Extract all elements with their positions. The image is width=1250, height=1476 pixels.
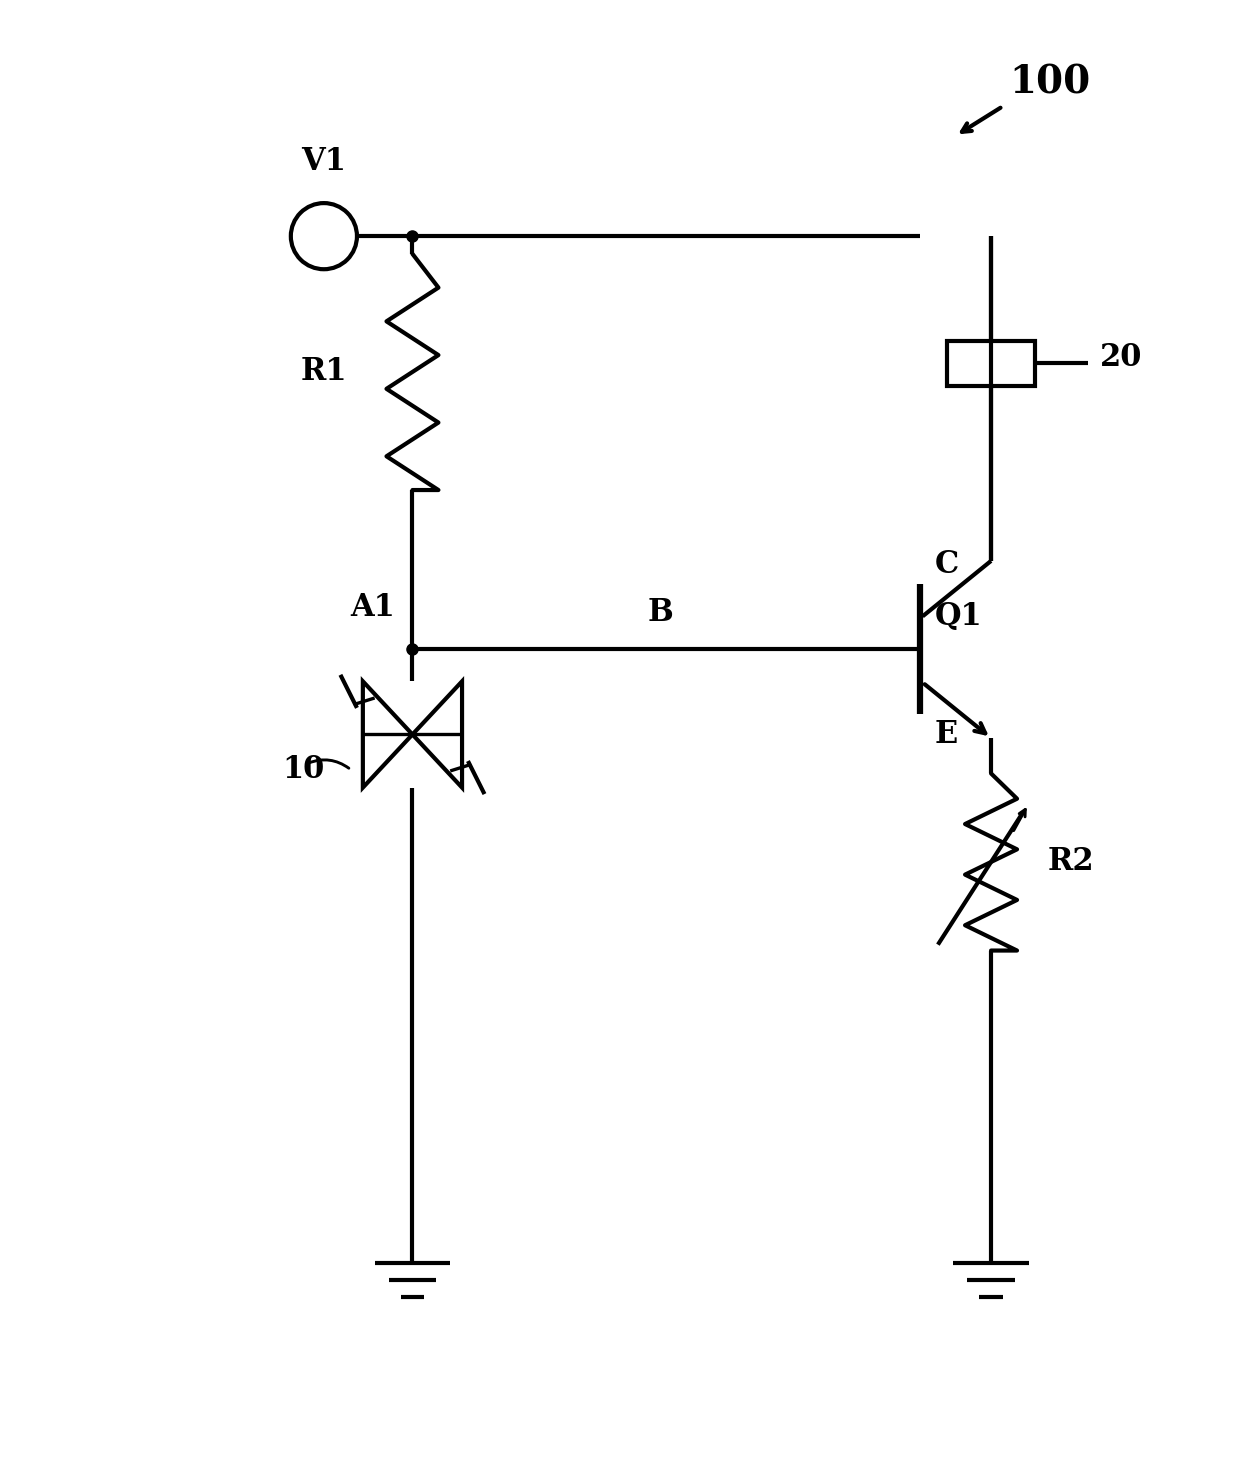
Text: A1: A1 — [350, 592, 395, 623]
Text: 100: 100 — [1010, 63, 1091, 102]
Text: R2: R2 — [1048, 846, 1094, 878]
Text: Q1: Q1 — [934, 601, 982, 632]
Text: C: C — [934, 549, 959, 580]
Text: R1: R1 — [301, 356, 348, 388]
Text: 20: 20 — [1100, 341, 1142, 373]
Bar — [946, 341, 1035, 385]
Text: B: B — [648, 598, 674, 629]
Text: E: E — [934, 719, 958, 750]
Text: V1: V1 — [301, 146, 346, 177]
Text: 10: 10 — [282, 754, 325, 785]
